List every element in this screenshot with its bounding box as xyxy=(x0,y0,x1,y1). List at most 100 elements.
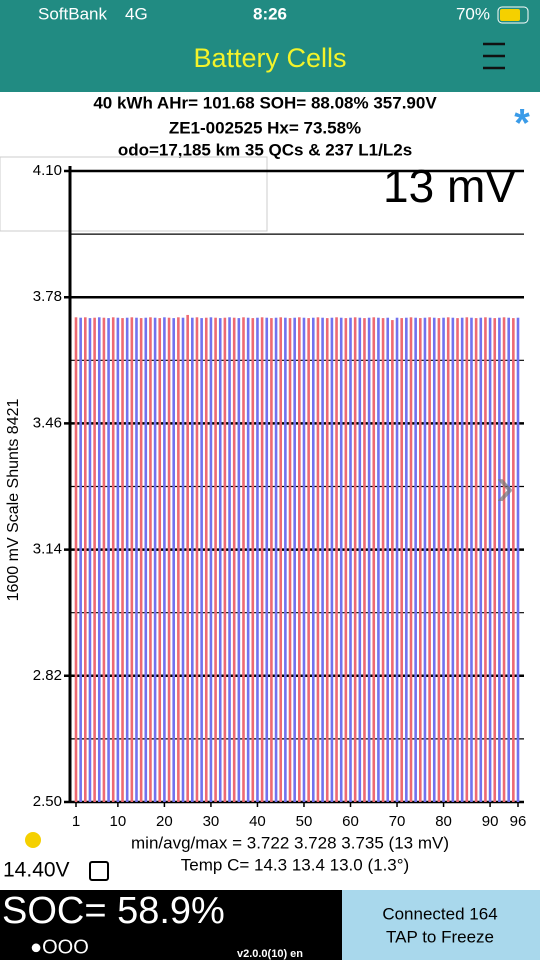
bar xyxy=(465,317,469,802)
bar xyxy=(237,318,241,802)
bar xyxy=(409,317,413,802)
bar xyxy=(260,317,264,802)
bar xyxy=(474,318,478,802)
bar xyxy=(432,317,436,802)
bar xyxy=(97,317,101,802)
bar xyxy=(302,317,306,802)
connection: Connected 164 xyxy=(382,904,497,923)
bar xyxy=(395,317,399,802)
bar xyxy=(339,317,343,802)
x-tick-label: 90 xyxy=(482,813,499,830)
bar xyxy=(102,317,106,802)
bar xyxy=(437,318,441,802)
bar xyxy=(84,317,87,802)
bar xyxy=(163,317,166,802)
bar xyxy=(353,317,357,802)
bar xyxy=(130,317,134,802)
calendar-icon[interactable] xyxy=(89,861,109,881)
bar xyxy=(418,318,422,802)
bar xyxy=(386,317,390,802)
clock: 8:26 xyxy=(253,4,287,23)
bar xyxy=(423,317,427,802)
bar xyxy=(288,318,292,802)
network: 4G xyxy=(125,4,148,23)
bar xyxy=(93,317,96,802)
bar xyxy=(218,318,222,802)
soc: SOC= 58.9% xyxy=(2,890,225,932)
bar xyxy=(507,317,510,802)
bar xyxy=(470,317,473,802)
header-line: odo=17,185 km 35 QCs & 237 L1/L2s xyxy=(118,140,412,159)
x-tick-label: 10 xyxy=(110,813,127,830)
bar xyxy=(349,317,352,802)
bar xyxy=(400,318,403,802)
y-tick-label: 3.14 xyxy=(33,541,62,558)
bar xyxy=(191,317,194,802)
menu-button[interactable] xyxy=(483,42,505,70)
temperature: Temp C= 14.3 13.4 13.0 (1.3°) xyxy=(181,855,409,874)
bar xyxy=(391,320,394,802)
bar xyxy=(223,317,227,802)
y-tick-label: 3.46 xyxy=(33,414,62,431)
bar xyxy=(74,317,78,802)
battery-level: 70% xyxy=(456,4,490,23)
x-tick-label: 20 xyxy=(156,813,173,830)
battery-icon xyxy=(497,6,529,24)
bar xyxy=(251,318,255,802)
bulb-icon[interactable] xyxy=(25,832,41,848)
bar xyxy=(488,317,492,802)
bar xyxy=(144,317,148,802)
bar xyxy=(460,317,464,802)
bar xyxy=(377,317,380,802)
freeze-button[interactable] xyxy=(342,890,540,960)
bar xyxy=(246,317,250,802)
bar xyxy=(116,317,120,802)
bar xyxy=(284,317,287,802)
bar xyxy=(200,318,203,802)
plot: 4.10 3.78 3.46 3.14 2.82 2.50 1 10 20 30 40 50 60 70 8… xyxy=(33,162,527,830)
bar xyxy=(242,317,245,802)
bar xyxy=(321,317,324,802)
next-button[interactable]: › xyxy=(496,454,515,517)
bar xyxy=(270,318,273,802)
bar xyxy=(456,318,459,802)
bar xyxy=(493,318,497,802)
bar xyxy=(479,317,483,802)
x-tick-label: 80 xyxy=(435,813,452,830)
carrier: SoftBank xyxy=(38,4,107,23)
bar xyxy=(79,317,82,802)
bar xyxy=(279,317,283,802)
bar xyxy=(125,317,129,802)
bar xyxy=(172,318,176,802)
bar xyxy=(107,318,110,802)
bar xyxy=(414,317,417,802)
connection: TAP to Freeze xyxy=(386,927,494,946)
bar xyxy=(330,317,334,802)
bar xyxy=(484,317,487,802)
bar xyxy=(307,318,310,802)
bar xyxy=(363,318,366,802)
bar xyxy=(181,317,185,802)
bar xyxy=(265,317,269,802)
bar xyxy=(498,317,501,802)
bar xyxy=(186,314,189,802)
y-axis-label: 1600 mV Scale Shunts 8421 xyxy=(5,399,22,602)
bar xyxy=(158,318,162,802)
bar xyxy=(298,317,301,802)
bar xyxy=(311,317,315,802)
bar xyxy=(358,317,362,802)
min-avg-max: min/avg/max = 3.722 3.728 3.735 (13 mV) xyxy=(131,833,449,852)
bar xyxy=(335,317,338,802)
bar xyxy=(428,317,431,802)
bar xyxy=(209,317,213,802)
bar xyxy=(167,317,171,802)
bar xyxy=(232,317,236,802)
bar xyxy=(381,318,385,802)
y-tick-label: 2.82 xyxy=(33,667,62,684)
page-dots: ●OOO xyxy=(30,936,89,958)
y-tick-label: 3.78 xyxy=(33,288,62,305)
bar xyxy=(512,318,515,802)
star-button[interactable]: * xyxy=(514,102,530,146)
